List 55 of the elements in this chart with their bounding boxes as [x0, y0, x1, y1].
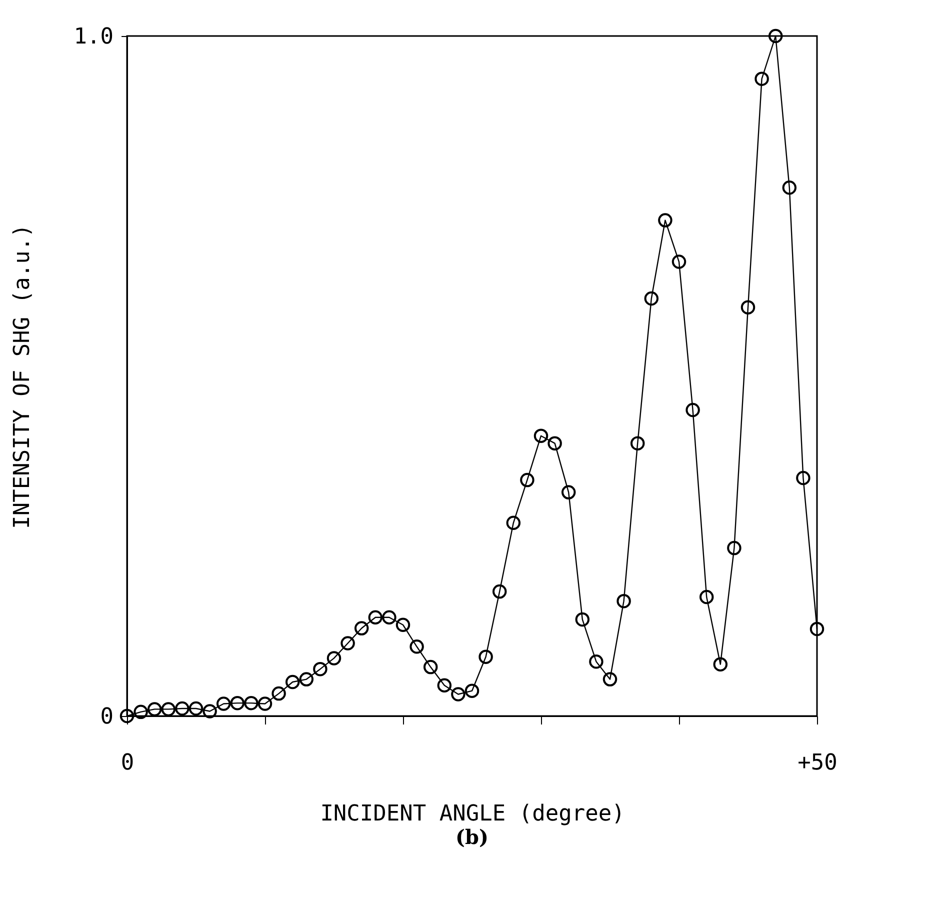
point	[630, 436, 645, 450]
point	[464, 684, 480, 698]
x-tick-label: +50	[798, 750, 838, 776]
point	[658, 213, 672, 228]
point	[520, 472, 534, 488]
point	[285, 674, 300, 690]
y-tick-label: 1.0	[74, 24, 114, 50]
point	[589, 654, 604, 669]
point	[602, 672, 618, 686]
point	[699, 590, 714, 604]
point	[672, 254, 686, 269]
point	[534, 428, 548, 443]
point	[616, 594, 631, 608]
point	[548, 436, 562, 450]
point	[754, 72, 769, 86]
point	[244, 696, 258, 710]
point	[410, 640, 424, 654]
point	[147, 702, 162, 716]
point	[492, 584, 507, 599]
point	[134, 704, 148, 720]
point	[258, 696, 272, 711]
point	[740, 300, 756, 314]
text: (b)	[456, 825, 488, 849]
point	[272, 686, 286, 701]
point	[423, 660, 438, 674]
point	[299, 672, 314, 686]
point	[313, 662, 328, 676]
point	[340, 636, 355, 650]
y-axis-title: INTENSITY OF SHG (a.u.)	[10, 224, 35, 529]
point	[561, 485, 576, 500]
point	[810, 622, 824, 636]
point	[396, 618, 410, 632]
x-axis-title: INCIDENT ANGLE (degree)	[320, 802, 625, 826]
point	[506, 516, 521, 530]
point	[768, 28, 783, 44]
point	[326, 651, 342, 666]
point	[713, 657, 728, 672]
point	[216, 696, 231, 711]
point	[175, 701, 190, 716]
point	[644, 291, 659, 306]
point	[451, 687, 466, 702]
point	[230, 696, 245, 710]
point	[782, 180, 797, 195]
point	[354, 621, 369, 636]
point	[437, 678, 452, 693]
point	[161, 702, 176, 716]
point	[368, 610, 383, 625]
point	[202, 704, 217, 718]
point	[188, 701, 204, 716]
point	[686, 402, 700, 418]
point	[575, 612, 590, 627]
point	[727, 540, 742, 556]
point	[796, 470, 810, 486]
point	[478, 650, 493, 664]
point	[382, 610, 396, 625]
